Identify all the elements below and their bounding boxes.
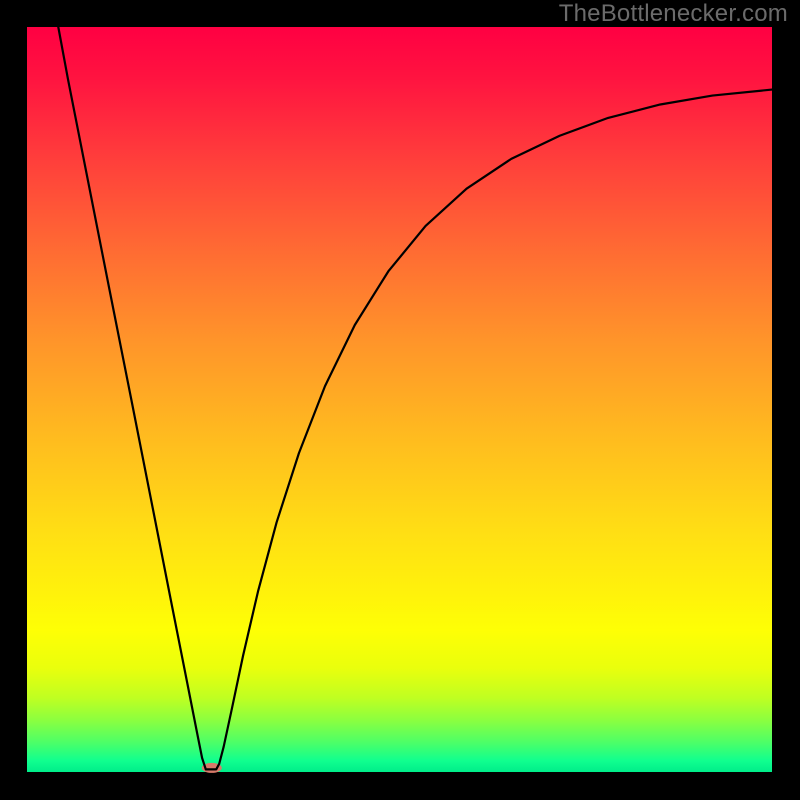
- watermark-label: TheBottlenecker.com: [559, 0, 788, 28]
- bottleneck-chart: [0, 0, 800, 800]
- plot-background-gradient: [27, 27, 772, 772]
